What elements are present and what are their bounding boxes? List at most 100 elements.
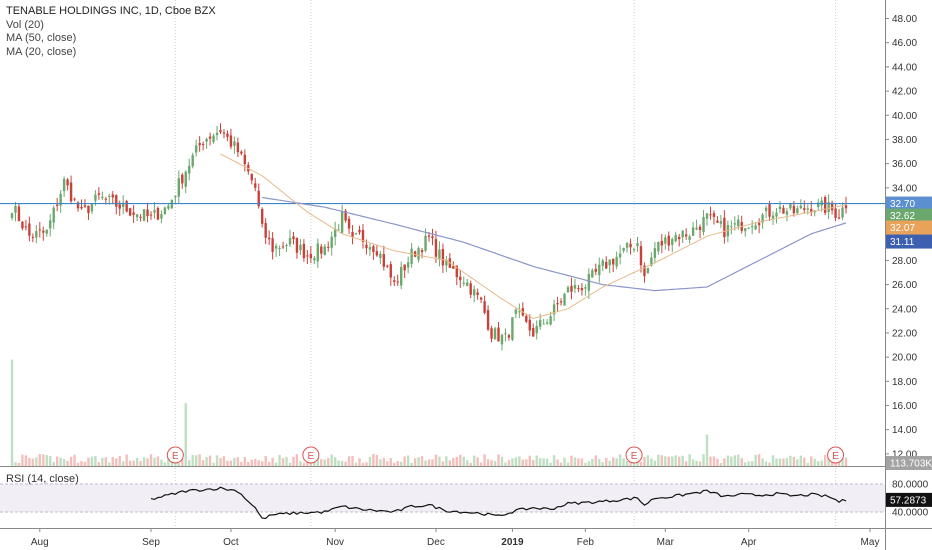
volume-bar bbox=[730, 456, 733, 466]
volume-bar bbox=[622, 458, 625, 466]
volume-bar bbox=[632, 462, 636, 466]
volume-bar bbox=[42, 454, 45, 466]
candle-body bbox=[719, 221, 723, 224]
candle-body bbox=[646, 268, 650, 273]
candle-body bbox=[716, 220, 719, 223]
candle-body bbox=[466, 282, 469, 286]
candle-body bbox=[629, 243, 632, 248]
volume-bar bbox=[257, 460, 260, 466]
candle-body bbox=[122, 202, 125, 207]
candle-body bbox=[347, 218, 351, 229]
candle-body bbox=[358, 229, 361, 233]
volume-bar bbox=[514, 457, 518, 466]
candle-body bbox=[83, 205, 87, 207]
rsi-indicator-label[interactable]: RSI (14, close) bbox=[6, 473, 79, 485]
candle-body bbox=[250, 173, 253, 181]
volume-bar bbox=[35, 457, 38, 466]
candle-body bbox=[796, 208, 799, 214]
volume-bar bbox=[650, 458, 653, 466]
volume-bar bbox=[625, 460, 629, 466]
candle-body bbox=[518, 311, 521, 313]
volume-bar bbox=[389, 458, 392, 466]
candle-body bbox=[337, 229, 340, 231]
ma20-indicator-label[interactable]: MA (20, close) bbox=[6, 45, 77, 58]
ma50-indicator-label[interactable]: MA (50, close) bbox=[6, 32, 77, 44]
volume-bar bbox=[500, 456, 504, 466]
candle-body bbox=[271, 238, 274, 252]
candle-body bbox=[35, 231, 38, 238]
earnings-marker: E bbox=[166, 446, 184, 464]
volume-bar bbox=[420, 456, 424, 466]
volume-bar bbox=[695, 460, 698, 466]
volume-bar bbox=[539, 458, 542, 466]
candle-body bbox=[535, 326, 538, 334]
volume-bar bbox=[605, 457, 608, 466]
volume-bar bbox=[31, 458, 35, 466]
volume-bar bbox=[254, 458, 257, 466]
volume-bar bbox=[281, 458, 285, 466]
candle-body bbox=[754, 225, 757, 230]
candle-body bbox=[87, 205, 90, 214]
x-tick-label: Dec bbox=[427, 537, 445, 548]
candle-body bbox=[160, 214, 163, 219]
volume-bar bbox=[528, 455, 531, 466]
candle-body bbox=[757, 222, 761, 226]
candle-body bbox=[660, 240, 664, 246]
volume-bar bbox=[678, 456, 681, 466]
candle-body bbox=[233, 141, 236, 146]
x-tick-label: May bbox=[861, 537, 880, 548]
y-tick-label: 16.00 bbox=[892, 401, 917, 412]
volume-bar bbox=[261, 461, 264, 466]
volume-bar bbox=[267, 461, 271, 466]
volume-bar bbox=[810, 456, 813, 466]
volume-bar bbox=[59, 457, 62, 466]
y-tick-label: 46.00 bbox=[892, 38, 917, 49]
volume-bar bbox=[747, 461, 750, 466]
candle-body bbox=[542, 323, 545, 325]
x-tick-label: Aug bbox=[31, 537, 49, 548]
candle-body bbox=[108, 195, 111, 198]
candle-body bbox=[834, 208, 837, 218]
candle-body bbox=[49, 220, 52, 229]
volume-bar bbox=[750, 461, 754, 466]
volume-bar bbox=[10, 359, 14, 466]
volume-bar bbox=[688, 454, 691, 466]
candle-body bbox=[222, 132, 226, 134]
volume-bar bbox=[657, 454, 660, 466]
volume-bar bbox=[198, 454, 201, 466]
candle-body bbox=[545, 322, 549, 324]
candle-body bbox=[427, 235, 431, 237]
candle-body bbox=[584, 287, 587, 289]
volume-bar bbox=[354, 462, 358, 466]
volume-bar bbox=[111, 457, 114, 466]
candle-body bbox=[771, 215, 775, 219]
candle-body bbox=[125, 201, 128, 212]
y-tick-label: 14.00 bbox=[892, 425, 917, 436]
volume-bar bbox=[698, 461, 702, 466]
volume-bar bbox=[240, 461, 243, 466]
volume-bar bbox=[479, 462, 483, 466]
candle-body bbox=[709, 214, 712, 216]
earnings-marker-circle bbox=[827, 446, 845, 464]
volume-bar bbox=[817, 461, 820, 466]
candle-body bbox=[657, 242, 660, 252]
candle-body bbox=[747, 227, 750, 229]
vol-indicator-label[interactable]: Vol (20) bbox=[6, 18, 44, 31]
volume-bar bbox=[17, 462, 21, 466]
candle-body bbox=[552, 304, 556, 315]
candle-body bbox=[615, 256, 618, 267]
candle-body bbox=[434, 239, 438, 257]
volume-bar bbox=[306, 460, 309, 466]
volume-bar bbox=[427, 459, 431, 466]
volume-bar bbox=[591, 458, 594, 466]
volume-bar bbox=[775, 458, 778, 466]
volume-bar bbox=[406, 455, 410, 466]
candle-body bbox=[142, 209, 146, 221]
volume-bar bbox=[705, 434, 709, 466]
volume-bar bbox=[716, 458, 719, 466]
candle-body bbox=[532, 327, 535, 337]
candle-body bbox=[472, 289, 476, 296]
candle-body bbox=[198, 143, 201, 146]
candle-body bbox=[737, 219, 740, 227]
